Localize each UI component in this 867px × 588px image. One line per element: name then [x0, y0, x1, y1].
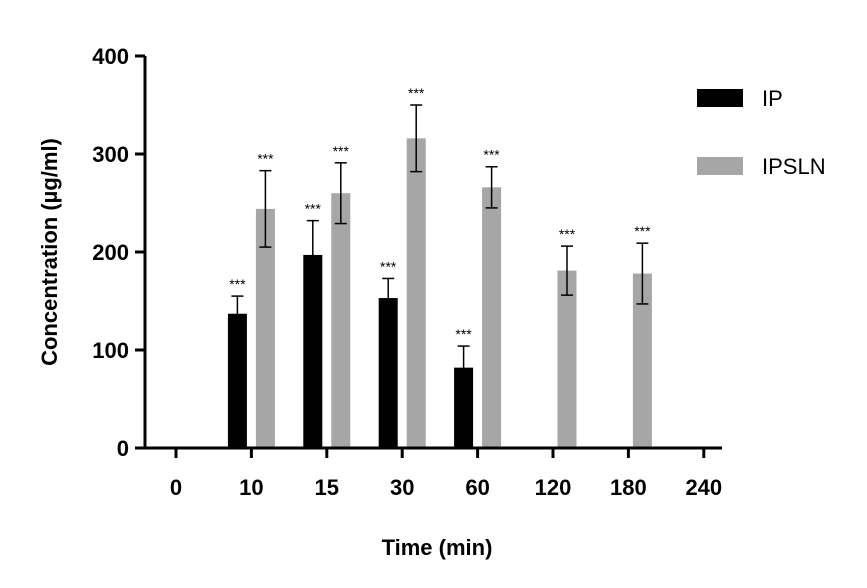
axes: 0 100 200 300 400 0 10 15 30 60 120 180 240: [92, 44, 722, 500]
legend: IP IPSLN: [697, 86, 826, 179]
bar-ipsln-30: [406, 138, 426, 448]
x-tick-label: 180: [610, 475, 647, 500]
significance-label: ***: [483, 147, 500, 163]
x-tick-label: 15: [315, 475, 339, 500]
significance-label: ***: [257, 151, 274, 167]
bar-ip-10: [227, 313, 247, 448]
y-tick-label: 0: [117, 436, 129, 461]
legend-swatch-ip: [697, 89, 743, 107]
significance-label: ***: [380, 258, 397, 274]
x-axis-title: Time (min): [382, 535, 493, 560]
x-tick-label: 0: [170, 475, 182, 500]
y-tick-label: 100: [92, 338, 129, 363]
bar-ipsln-15: [331, 193, 351, 448]
x-tick-label: 60: [465, 475, 489, 500]
legend-label-ip: IP: [762, 86, 783, 111]
significance-label: ***: [634, 223, 651, 239]
legend-swatch-ipsln: [697, 157, 743, 175]
bar-ip-15: [303, 254, 323, 448]
bar-ipsln-60: [482, 187, 502, 448]
y-tick-label: 200: [92, 240, 129, 265]
bar-ipsln-10: [255, 208, 275, 448]
x-tick-label: 30: [390, 475, 414, 500]
significance-label: ***: [229, 276, 246, 292]
x-tick-label: 240: [685, 475, 722, 500]
significance-label: ***: [455, 326, 472, 342]
x-tick-label: 120: [535, 475, 572, 500]
x-tick-label: 10: [239, 475, 263, 500]
significance-label: ***: [333, 143, 350, 159]
significance-label: ***: [408, 85, 425, 101]
y-tick-label: 400: [92, 44, 129, 69]
significance-label: ***: [559, 226, 576, 242]
significance-label: ***: [305, 201, 322, 217]
bar-ipsln-180: [632, 273, 652, 448]
plot-area: *** *** *** *** *** *** *** *** *** ***: [227, 85, 652, 448]
y-axis-title: Concentration (µg/ml): [37, 138, 62, 366]
bar-ip-30: [378, 298, 398, 448]
legend-label-ipsln: IPSLN: [762, 154, 826, 179]
bar-ipsln-120: [557, 270, 577, 448]
y-tick-label: 300: [92, 142, 129, 167]
bar-ip-60: [454, 367, 474, 448]
